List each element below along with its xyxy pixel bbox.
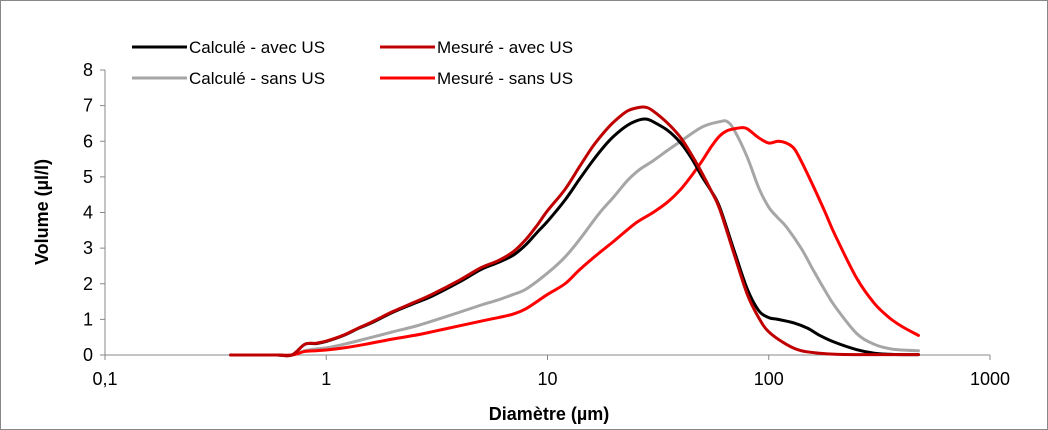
series-line-mesur-avec-us (229, 105, 920, 358)
y-tick-label: 0 (83, 345, 93, 365)
plot-area: 0 1 2 3 4 5 6 7 8 0,1 1 10 100 1000 (83, 60, 1010, 389)
y-tick-label: 7 (83, 96, 93, 116)
x-tick-label: 1 (321, 369, 331, 389)
y-tick-label: 5 (83, 167, 93, 187)
y-tick-label: 6 (83, 131, 93, 151)
series-line-mesur-sans-us (229, 126, 920, 357)
y-tick-label: 1 (83, 309, 93, 329)
x-tick-label: 10 (537, 369, 557, 389)
series-line-calcul-sans-us (229, 119, 920, 357)
y-tick-label: 3 (83, 238, 93, 258)
legend-label: Calculé - sans US (189, 69, 325, 88)
x-tick-label: 0,1 (92, 369, 117, 389)
y-tick-label: 8 (83, 60, 93, 80)
legend: Calculé - avec US Calculé - sans US Mesuré… (132, 38, 573, 88)
y-axis-title: Volume (µl/l) (32, 159, 52, 265)
legend-label: Mesuré - avec US (437, 38, 573, 57)
y-tick-label: 2 (83, 274, 93, 294)
y-tick-label: 4 (83, 203, 93, 223)
x-axis-title: Diamètre (µm) (489, 404, 609, 424)
x-tick-label: 1000 (970, 369, 1010, 389)
x-tick-label: 100 (754, 369, 784, 389)
series-line-calcul-avec-us (229, 117, 920, 358)
legend-label: Calculé - avec US (189, 38, 325, 57)
legend-label: Mesuré - sans US (437, 69, 573, 88)
